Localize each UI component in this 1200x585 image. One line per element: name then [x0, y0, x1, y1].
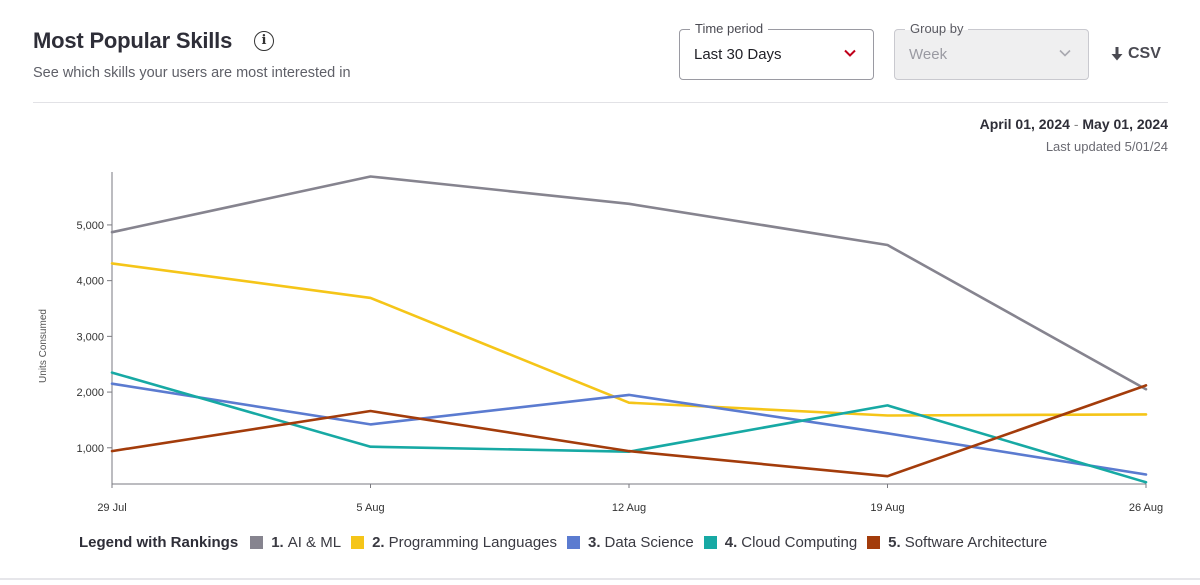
series-line-data-science: [110, 382, 1148, 476]
x-tick-label: 26 Aug: [1129, 502, 1163, 514]
legend-label: Programming Languages: [388, 534, 558, 551]
series-line-programming-languages: [110, 262, 1148, 417]
legend-item: 4. Cloud Computing: [703, 534, 858, 551]
legend-rank: 5.: [888, 534, 901, 551]
series-line-software-architecture: [110, 384, 1148, 478]
date-separator: -: [1073, 116, 1079, 132]
date-end: May 01, 2024: [1082, 116, 1168, 132]
csv-label: CSV: [1128, 45, 1161, 62]
legend-item: 5. Software Architecture: [867, 534, 1047, 551]
legend-rank: 3.: [588, 534, 601, 551]
legend-label: Data Science: [604, 534, 694, 551]
chevron-down-icon: [844, 49, 856, 57]
x-tick-label: 29 Jul: [97, 502, 126, 514]
group-by-value: Week: [909, 46, 948, 63]
last-updated: Last updated 5/01/24: [1045, 139, 1168, 154]
group-by-select[interactable]: Group by Week: [894, 21, 1089, 80]
download-icon: [1111, 47, 1123, 61]
x-tick-label: 19 Aug: [870, 502, 904, 514]
page-title: Most Popular Skills: [33, 28, 233, 53]
legend-swatch: [867, 536, 881, 549]
chevron-down-icon: [1059, 49, 1071, 57]
csv-download-button[interactable]: CSV: [1111, 45, 1161, 63]
legend-swatch: [703, 536, 717, 549]
legend-rank: 1.: [271, 534, 284, 551]
y-tick-label: 1,000: [76, 443, 104, 455]
legend-item: 3. Data Science: [567, 534, 694, 551]
legend-item: 2. Programming Languages: [351, 534, 557, 551]
legend-swatch: [567, 536, 581, 549]
page-subtitle: See which skills your users are most int…: [33, 65, 351, 81]
time-period-select[interactable]: Time period Last 30 Days: [679, 21, 874, 80]
x-tick-label: 5 Aug: [356, 502, 384, 514]
group-by-label: Group by: [905, 21, 969, 37]
y-tick-label: 4,000: [76, 276, 104, 288]
info-icon[interactable]: i: [254, 31, 274, 51]
legend-label: AI & ML: [287, 534, 342, 551]
date-start: April 01, 2024: [979, 116, 1070, 132]
time-period-label: Time period: [690, 21, 769, 37]
x-tick-label: 12 Aug: [612, 502, 646, 514]
chart-legend: Legend with Rankings 1. AI & ML 2. Programm…: [79, 534, 1057, 551]
y-tick-label: 5,000: [76, 220, 104, 232]
header-divider: [33, 102, 1168, 103]
legend-label: Software Architecture: [904, 534, 1048, 551]
date-range: April 01, 2024 - May 01, 2024: [980, 116, 1168, 132]
y-axis-label: Units Consumed: [38, 309, 49, 383]
time-period-value: Last 30 Days: [694, 46, 782, 63]
legend-title: Legend with Rankings: [79, 534, 239, 551]
legend-label: Cloud Computing: [741, 534, 858, 551]
legend-rank: 4.: [724, 534, 738, 551]
legend-rank: 2.: [372, 534, 385, 551]
y-tick-label: 3,000: [76, 331, 104, 343]
bottom-divider: [0, 578, 1200, 580]
legend-swatch: [351, 536, 365, 549]
series-line-ai-ml: [110, 175, 1148, 391]
y-tick-label: 2,000: [76, 387, 104, 399]
legend-swatch: [250, 536, 264, 549]
legend-item: 1. AI & ML: [250, 534, 341, 551]
